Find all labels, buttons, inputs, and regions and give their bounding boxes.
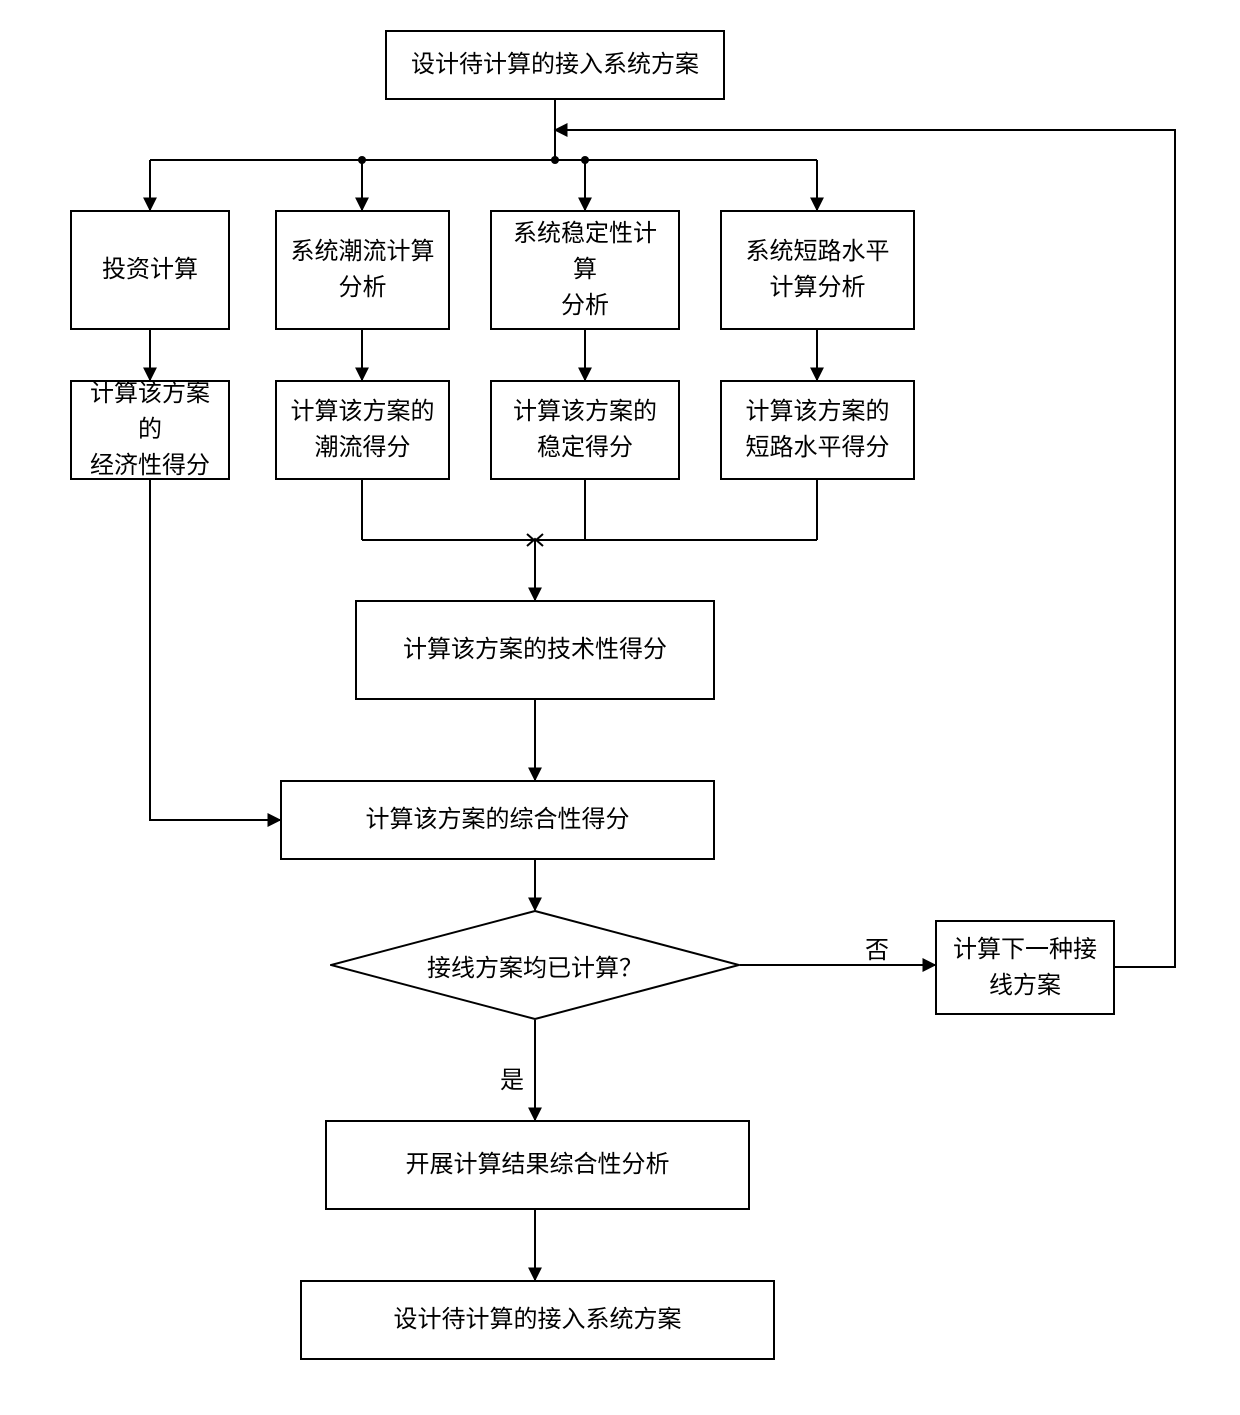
node-label: 计算下一种接线方案 [953,932,1097,1004]
node-powerflow-score: 计算该方案的潮流得分 [275,380,450,480]
node-label: 设计待计算的接入系统方案 [411,47,699,83]
node-stability-calc: 系统稳定性计算分析 [490,210,680,330]
edge-label-no: 否 [865,930,889,965]
node-label: 开展计算结果综合性分析 [406,1147,670,1183]
node-label: 计算该方案的稳定得分 [513,394,657,466]
node-composite-score: 计算该方案的综合性得分 [280,780,715,860]
node-technical-score: 计算该方案的技术性得分 [355,600,715,700]
edge-label-text: 是 [500,1068,524,1094]
node-label: 计算该方案的潮流得分 [291,394,435,466]
node-powerflow-calc: 系统潮流计算分析 [275,210,450,330]
node-label: 系统潮流计算分析 [291,234,435,306]
node-design-scheme: 设计待计算的接入系统方案 [385,30,725,100]
node-comprehensive-analysis: 开展计算结果综合性分析 [325,1120,750,1210]
node-shortcircuit-calc: 系统短路水平计算分析 [720,210,915,330]
node-shortcircuit-score: 计算该方案的短路水平得分 [720,380,915,480]
decision-all-computed: 接线方案均已计算？ [330,910,740,1020]
node-investment-calc: 投资计算 [70,210,230,330]
node-label: 计算该方案的综合性得分 [366,802,630,838]
node-economic-score: 计算该方案的经济性得分 [70,380,230,480]
node-stability-score: 计算该方案的稳定得分 [490,380,680,480]
node-design-scheme-end: 设计待计算的接入系统方案 [300,1280,775,1360]
node-label: 计算该方案的经济性得分 [82,376,218,484]
node-label: 接线方案均已计算？ [427,948,643,983]
edge-label-text: 否 [865,938,889,964]
node-label: 计算该方案的技术性得分 [403,632,667,668]
node-next-scheme: 计算下一种接线方案 [935,920,1115,1015]
node-label: 设计待计算的接入系统方案 [394,1302,682,1338]
node-label: 投资计算 [102,252,198,288]
node-label: 系统稳定性计算分析 [502,216,668,324]
flowchart-canvas: 设计待计算的接入系统方案 投资计算 系统潮流计算分析 系统稳定性计算分析 系统短… [0,0,1240,1415]
edge-label-yes: 是 [500,1060,524,1095]
node-label: 系统短路水平计算分析 [746,234,890,306]
node-label: 计算该方案的短路水平得分 [746,394,890,466]
